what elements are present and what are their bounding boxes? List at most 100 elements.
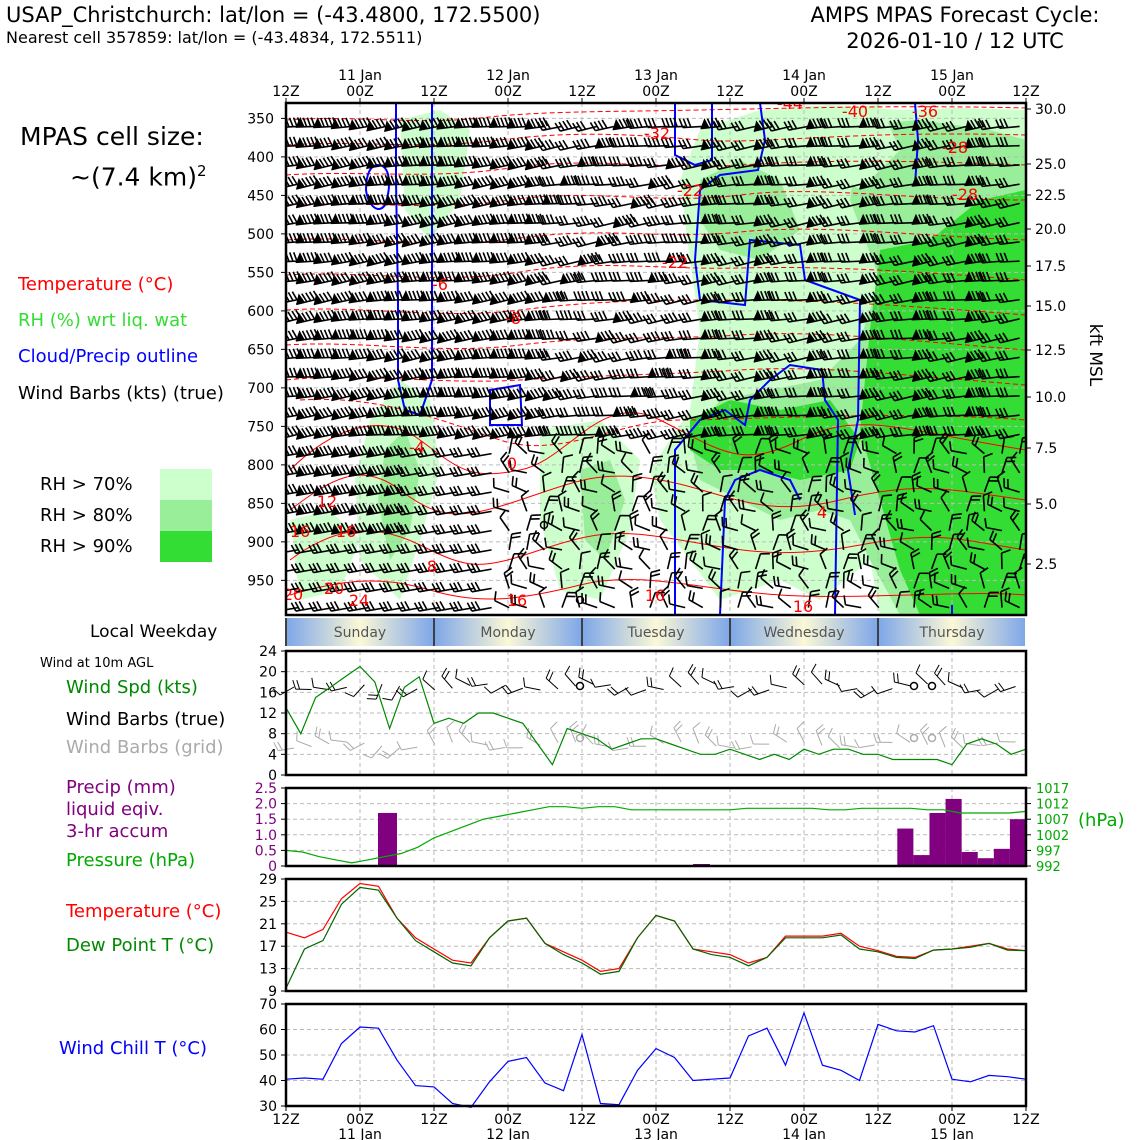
wind-barb	[668, 667, 682, 688]
wind-ytick-label: 16	[259, 685, 277, 701]
wind-barb	[994, 197, 1020, 209]
wind-barb	[295, 464, 316, 478]
wind-barb	[561, 454, 574, 473]
wind-barb	[629, 586, 640, 608]
wind-barb	[791, 555, 809, 570]
wind-barb	[977, 387, 1003, 398]
wind-barb	[431, 562, 457, 574]
wind-barb	[506, 232, 527, 244]
wind-barb	[568, 529, 581, 551]
wind-barb	[971, 511, 985, 532]
wind-barb	[783, 426, 809, 438]
wind-barb	[888, 159, 915, 171]
wind-barb	[454, 406, 475, 419]
label-dewpoint: Dew Point T (°C)	[66, 935, 215, 956]
wind-barb	[625, 177, 651, 189]
wind-barb	[382, 685, 401, 701]
wind-barb	[860, 511, 872, 531]
wind-barb	[840, 529, 851, 550]
wind-barb	[994, 216, 1020, 228]
wind-barb	[837, 117, 862, 128]
wind-barb	[286, 483, 299, 497]
wind-barb	[508, 531, 522, 550]
precip-ytick-label: 2.0	[255, 797, 277, 813]
wind-barb	[286, 251, 299, 263]
wind-barb	[839, 735, 858, 748]
wind-barb	[896, 518, 915, 532]
wind-barb	[941, 216, 967, 228]
wind-barb	[740, 514, 756, 532]
wind-barb	[1009, 509, 1021, 532]
wind-barb	[773, 459, 791, 474]
weekday-cell	[435, 618, 581, 646]
wind-barb	[1018, 531, 1026, 550]
wind-barb	[889, 119, 915, 130]
wind-barb	[383, 290, 404, 302]
wind-barb	[348, 445, 369, 458]
wind-barb	[671, 453, 686, 474]
wind-barb	[366, 387, 387, 401]
wind-barb	[578, 550, 591, 570]
wind-barb	[919, 510, 933, 532]
wind-barb	[854, 739, 875, 749]
wind-barb	[808, 517, 827, 532]
wind-barb	[313, 522, 334, 535]
wind-barb	[647, 367, 672, 379]
chill-ytick-label: 40	[259, 1074, 277, 1090]
station-line: USAP_Christchurch: lat/lon = (-43.4800, …	[6, 3, 541, 27]
wind-barb	[712, 274, 739, 286]
weekday-label: Monday	[480, 625, 535, 641]
wind-barb	[889, 329, 915, 340]
wind-barb	[603, 548, 616, 570]
wind-barb	[677, 274, 703, 286]
precip-ytick-label: 2.5	[255, 781, 277, 797]
wind-barb	[702, 556, 721, 570]
wind-barb	[934, 664, 946, 686]
wind-barb	[286, 214, 299, 227]
xs-ytick-left-label: 850	[247, 496, 274, 512]
wind-barb	[607, 176, 633, 188]
wind-barb	[453, 117, 478, 129]
wind-barb	[783, 235, 809, 247]
wind-barb	[612, 213, 636, 229]
wind-barb	[348, 252, 369, 267]
wind-barb	[783, 119, 809, 131]
wind-barb	[295, 387, 316, 400]
wind-barb	[730, 235, 756, 247]
wind-barb	[769, 674, 787, 689]
temp-contour-label: 0	[507, 454, 517, 473]
wind-barb	[710, 451, 722, 474]
wind-barb	[871, 159, 897, 171]
wind-barb	[313, 329, 334, 341]
wind-barb	[383, 252, 404, 267]
wind-barb	[541, 471, 552, 493]
wind-barb	[702, 514, 718, 531]
wind-barb	[419, 214, 439, 229]
wind-barb	[506, 194, 527, 207]
xs-xtick-top-label: 12Z	[568, 84, 595, 100]
wind-barb	[557, 490, 567, 512]
wind-barb	[731, 310, 756, 321]
wind-barb	[889, 195, 915, 206]
temp-contour-label: 16	[507, 591, 527, 610]
wind-barb	[792, 535, 809, 551]
wind-barb	[889, 426, 915, 438]
wind-barb	[286, 175, 299, 190]
wind-barb	[649, 455, 663, 474]
temp-contour-label: 20	[324, 579, 344, 598]
weekday-label: Sunday	[334, 625, 386, 641]
wind-barb	[678, 329, 703, 341]
wind-barb	[836, 158, 862, 169]
wind-barb	[544, 537, 563, 551]
wind-barb	[436, 155, 457, 167]
wind-barb	[941, 370, 967, 382]
wind-barb	[608, 387, 633, 398]
wind-barb	[753, 424, 774, 436]
wind-frame	[284, 649, 1028, 777]
weekday-label: Wednesday	[763, 625, 844, 641]
wind-barb	[836, 293, 862, 305]
wind-barb	[536, 158, 563, 170]
wind-barb	[916, 476, 932, 493]
wind-barb	[642, 157, 668, 169]
wind-barb	[871, 178, 897, 190]
